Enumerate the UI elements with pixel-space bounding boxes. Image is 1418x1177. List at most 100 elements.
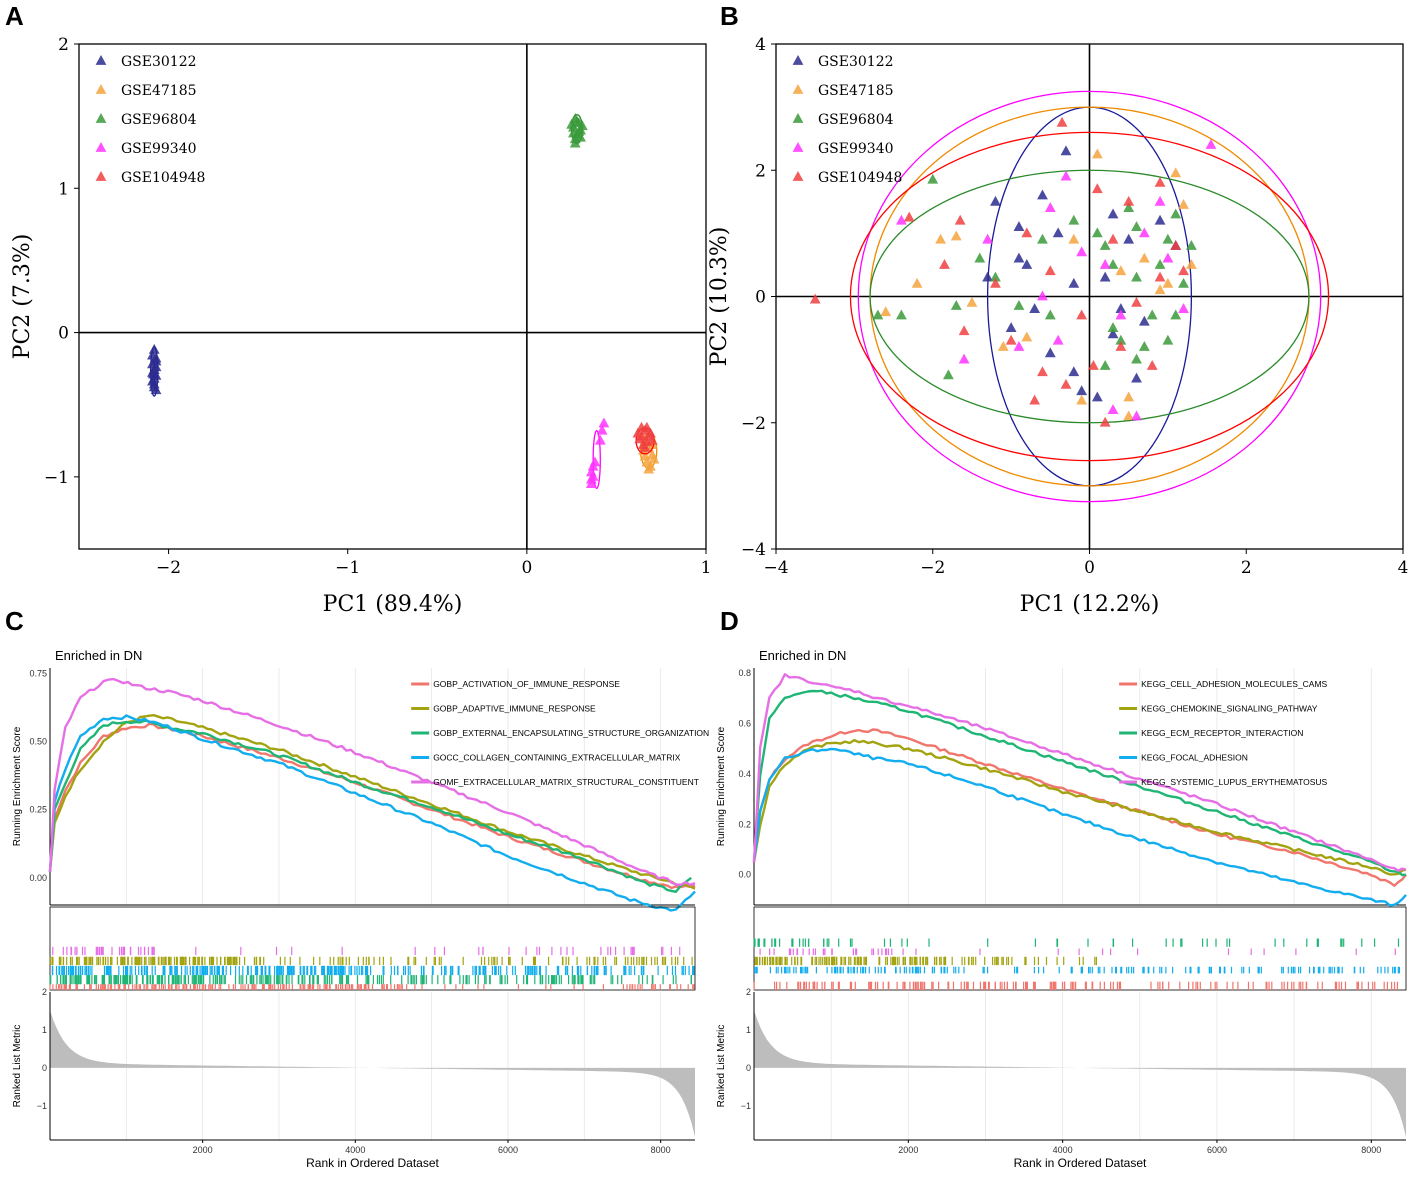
legend-marker: [95, 113, 107, 123]
data-point: [648, 453, 660, 464]
data-point: [646, 434, 658, 445]
data-point: [1146, 359, 1158, 370]
es-curve: [48, 714, 696, 912]
x-tick-label: −4: [763, 558, 788, 578]
es-tick-label: 0.8: [738, 668, 751, 678]
data-point: [1013, 341, 1025, 351]
data-point: [1060, 170, 1072, 181]
hit-panel-frame: [753, 906, 1407, 991]
data-point: [566, 118, 578, 129]
gsea-chart-d: Enriched in DN 0.0 0.2 0.4 0.6 0.8 Running Enr…: [716, 648, 1407, 1170]
legend-marker: [792, 171, 804, 181]
legend-label: GSE96804: [121, 112, 197, 128]
data-point: [939, 258, 950, 269]
x-tick-label: −2: [156, 558, 181, 578]
x-tick-label: 2000: [193, 1145, 213, 1155]
legend-label: GSE96804: [818, 112, 894, 128]
data-point: [1029, 394, 1041, 405]
legend-label: GOBP_ACTIVATION_OF_IMMUNE_RESPONSE: [433, 679, 620, 689]
chart-title: Enriched in DN: [759, 648, 846, 663]
data-point: [950, 299, 962, 310]
metric-axis-label: Ranked List Metric: [12, 1025, 23, 1108]
confidence-ellipse: [857, 90, 1322, 503]
x-tick-label: −2: [920, 558, 945, 578]
data-point: [1154, 176, 1166, 187]
data-point: [1115, 303, 1127, 314]
data-point: [1107, 328, 1119, 339]
data-point: [1138, 341, 1150, 351]
data-point: [1099, 359, 1111, 370]
x-tick-label: 8000: [1361, 1145, 1381, 1155]
data-point: [598, 417, 610, 428]
data-point: [809, 293, 821, 304]
legend-label: KEGG_FOCAL_ADHESION: [1141, 753, 1248, 763]
data-point: [1037, 233, 1048, 244]
legend-label: GSE99340: [121, 141, 197, 157]
data-point: [1060, 378, 1072, 389]
data-point: [903, 211, 915, 222]
es-tick-label: 0.4: [738, 769, 751, 779]
legend-label: GOMF_EXTRACELLULAR_MATRIX_STRUCTURAL_CON…: [433, 777, 699, 787]
y-tick-label: 2: [58, 35, 69, 55]
data-point: [1056, 116, 1068, 127]
pca-chart-b: −4 −2 0 2 4 −4 −2 0 2 4 PC1 (12.2%) PC2 (10.3%) GSE3…: [707, 35, 1408, 617]
data-point: [568, 127, 579, 138]
y-axis-label: PC2 (10.3%): [707, 227, 732, 367]
metric-tick-label: −1: [37, 1101, 47, 1111]
es-curve: [752, 747, 1407, 907]
x-tick-label: 1: [701, 558, 712, 578]
y-tick-label: 0: [755, 288, 766, 308]
data-point: [1154, 195, 1166, 206]
es-curve: [48, 677, 696, 886]
data-point: [1138, 252, 1150, 263]
data-point: [990, 277, 1001, 288]
es-curve: [752, 689, 1407, 877]
data-point: [148, 343, 160, 354]
legend-marker: [95, 171, 107, 181]
data-point: [1162, 252, 1174, 263]
data-point: [1005, 322, 1017, 332]
data-point: [1123, 391, 1135, 402]
data-point: [1052, 334, 1064, 345]
x-tick-label: 4000: [1053, 1145, 1073, 1155]
data-point: [1091, 183, 1103, 194]
data-point: [1131, 372, 1142, 383]
legend-label: GSE30122: [818, 54, 894, 70]
x-axis-label: Rank in Ordered Dataset: [1014, 1156, 1147, 1170]
data-point: [872, 309, 884, 320]
confidence-ellipse: [849, 131, 1330, 462]
data-point: [1131, 353, 1142, 364]
data-point: [911, 277, 923, 288]
data-point: [589, 456, 601, 467]
data-point: [569, 137, 581, 148]
x-tick-label: 2: [1241, 558, 1252, 578]
ranked-metric-area: [754, 1010, 1406, 1137]
data-point: [880, 306, 892, 317]
data-point: [1123, 195, 1135, 206]
data-point: [1021, 227, 1033, 238]
metric-tick-label: 2: [746, 987, 751, 997]
legend-label: GSE47185: [121, 83, 197, 99]
data-point: [1037, 290, 1048, 301]
data-point: [1154, 284, 1166, 295]
legend-label: GSE30122: [121, 54, 197, 70]
data-point: [1178, 265, 1189, 276]
legend-marker: [95, 84, 107, 94]
data-point: [1076, 309, 1088, 320]
data-point: [1044, 202, 1056, 213]
legend-label: GOBP_ADAPTIVE_IMMUNE_RESPONSE: [433, 704, 596, 714]
confidence-ellipse: [869, 169, 1310, 424]
data-point: [1138, 227, 1150, 238]
data-point: [1013, 252, 1025, 263]
data-point: [1076, 246, 1088, 257]
x-axis-label: Rank in Ordered Dataset: [306, 1156, 439, 1170]
data-point: [1185, 258, 1197, 269]
data-point: [1088, 359, 1099, 370]
plot-frame: [78, 43, 707, 550]
data-point: [1123, 233, 1135, 244]
confidence-ellipse: [592, 430, 601, 490]
data-point: [1068, 366, 1080, 377]
data-point: [990, 195, 1001, 206]
legend-marker: [792, 142, 804, 152]
